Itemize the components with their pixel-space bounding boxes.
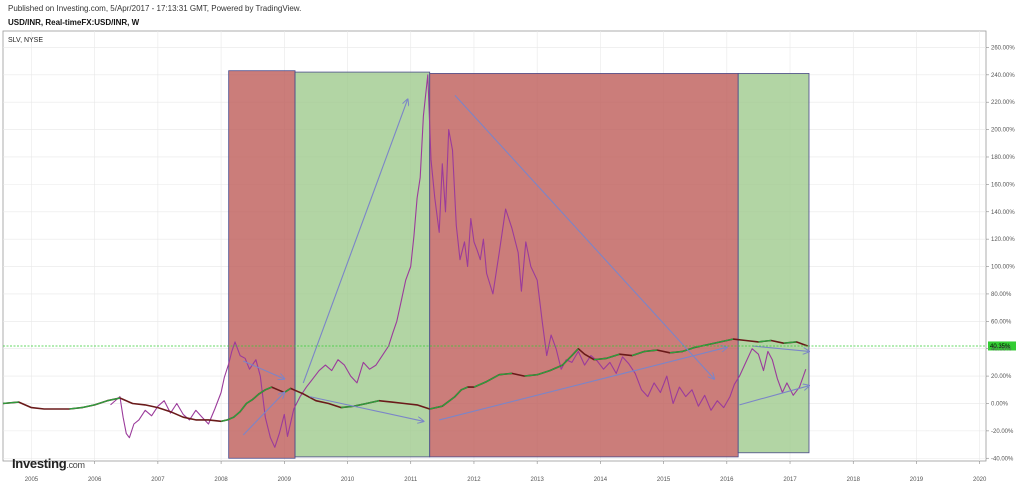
- reference-layer: 40.35%: [3, 341, 1016, 351]
- y-tick-label: -20.00%: [991, 429, 1014, 435]
- logo-suffix: .com: [66, 460, 85, 470]
- y-tick-label: 180.00%: [991, 155, 1015, 161]
- y-tick-label: 240.00%: [991, 73, 1015, 79]
- plot-frame: [2, 30, 987, 462]
- reference-badge-label: 40.35%: [990, 344, 1011, 350]
- usdinr-up-segment: [245, 398, 254, 405]
- usdinr-up-segment: [429, 405, 443, 410]
- x-tick-label: 2014: [594, 477, 608, 483]
- investing-logo: Investing.com: [12, 456, 85, 471]
- symbol-title: USD/INR, Real-timeFX:USD/INR, W: [8, 18, 140, 27]
- y-tick-label: 120.00%: [991, 237, 1015, 243]
- y-tick-label: 80.00%: [991, 292, 1012, 298]
- usdinr-up-segment: [233, 411, 241, 418]
- trend-arrow: [242, 393, 284, 436]
- x-tick-label: 2010: [341, 477, 355, 483]
- arrow-layer: [242, 94, 809, 436]
- usdinr-up-segment: [593, 357, 607, 361]
- usdinr-up-segment: [366, 400, 380, 405]
- usdinr-up-segment: [441, 396, 456, 407]
- x-tick-label: 2009: [278, 477, 292, 483]
- usdinr-up-segment: [606, 353, 620, 359]
- trend-arrow: [454, 94, 714, 378]
- x-tick-label: 2008: [214, 477, 228, 483]
- usdinr-up-segment: [758, 339, 772, 343]
- logo-text: Investing: [12, 456, 67, 471]
- y-tick-label: 160.00%: [991, 182, 1015, 188]
- x-tick-label: 2011: [404, 477, 418, 483]
- usdinr-up-segment: [107, 397, 121, 402]
- usdinr-up-segment: [669, 350, 683, 354]
- reference-badge: [988, 341, 1016, 351]
- usdinr-up-segment: [239, 403, 247, 413]
- x-tick-label: 2018: [847, 477, 861, 483]
- usdinr-up-segment: [258, 389, 266, 395]
- trend-arrow: [242, 360, 284, 379]
- red-zone: [429, 73, 739, 458]
- slv-series-line: [110, 74, 807, 448]
- y-tick-label: 260.00%: [991, 45, 1015, 51]
- x-tick-label: 2005: [25, 477, 39, 483]
- x-tick-label: 2007: [151, 477, 165, 483]
- y-tick-label: 60.00%: [991, 319, 1012, 325]
- trend-arrow: [439, 347, 727, 421]
- trend-arrow: [739, 386, 809, 406]
- y-tick-label: 0.00%: [991, 401, 1009, 407]
- usdinr-up-segment: [536, 369, 551, 376]
- x-tick-label: 2012: [467, 477, 481, 483]
- x-tick-label: 2017: [783, 477, 797, 483]
- usdinr-up-segment: [783, 341, 797, 344]
- red-zone: [228, 70, 296, 459]
- legend-entry: SLV, NYSE: [8, 37, 43, 44]
- y-tick-label: 100.00%: [991, 265, 1015, 271]
- usdinr-up-segment: [524, 374, 538, 377]
- usdinr-up-segment: [461, 386, 468, 391]
- usdinr-up-segment: [720, 338, 734, 343]
- usdinr-up-segment: [81, 404, 95, 409]
- y-tick-label: 200.00%: [991, 128, 1015, 134]
- green-zone: [294, 71, 431, 458]
- usdinr-up-segment: [265, 386, 272, 391]
- y-tick-label: -40.00%: [991, 456, 1014, 462]
- x-tick-label: 2019: [910, 477, 924, 483]
- usdinr-up-segment: [94, 400, 108, 406]
- trend-arrow: [302, 99, 407, 384]
- x-tick-label: 2006: [88, 477, 102, 483]
- usdinr-up-segment: [454, 389, 462, 398]
- y-tick-label: 40.00%: [991, 347, 1012, 353]
- usdinr-up-segment: [549, 364, 563, 372]
- x-tick-label: 2015: [657, 477, 671, 483]
- usdinr-up-segment: [499, 372, 512, 376]
- x-tick-label: 2016: [720, 477, 734, 483]
- trend-arrow: [309, 396, 424, 422]
- usdinr-up-segment: [227, 416, 235, 421]
- zone-layer: [228, 70, 810, 459]
- usdinr-up-segment: [561, 355, 573, 366]
- usdinr-up-segment: [341, 405, 354, 409]
- y-tick-label: 140.00%: [991, 210, 1015, 216]
- usdinr-up-segment: [473, 380, 487, 388]
- usdinr-up-segment: [707, 341, 721, 346]
- usdinr-up-segment: [571, 348, 579, 357]
- y-tick-label: 220.00%: [991, 100, 1015, 106]
- x-tick-label: 2020: [973, 477, 987, 483]
- usdinr-up-segment: [220, 419, 228, 422]
- usdinr-up-segment: [695, 343, 709, 349]
- x-tick-label: 2013: [530, 477, 544, 483]
- trend-arrow: [752, 345, 809, 351]
- usdinr-up-segment: [69, 406, 83, 410]
- axis-layer: 2005 2006 2007 2008 2009 2010 2011 2012 2013 2014…: [25, 45, 1016, 483]
- usdinr-up-segment: [252, 393, 260, 400]
- usdinr-up-segment: [682, 346, 696, 353]
- series-layer: [2, 74, 808, 448]
- usdinr-up-segment: [631, 350, 645, 357]
- published-caption: Published on Investing.com, 5/Apr/2017 -…: [8, 4, 302, 13]
- usdinr-up-segment: [353, 402, 367, 407]
- y-tick-label: 20.00%: [991, 374, 1012, 380]
- usdinr-up-segment: [486, 374, 500, 383]
- usdinr-up-segment: [2, 401, 19, 405]
- usdinr-up-segment: [644, 349, 658, 353]
